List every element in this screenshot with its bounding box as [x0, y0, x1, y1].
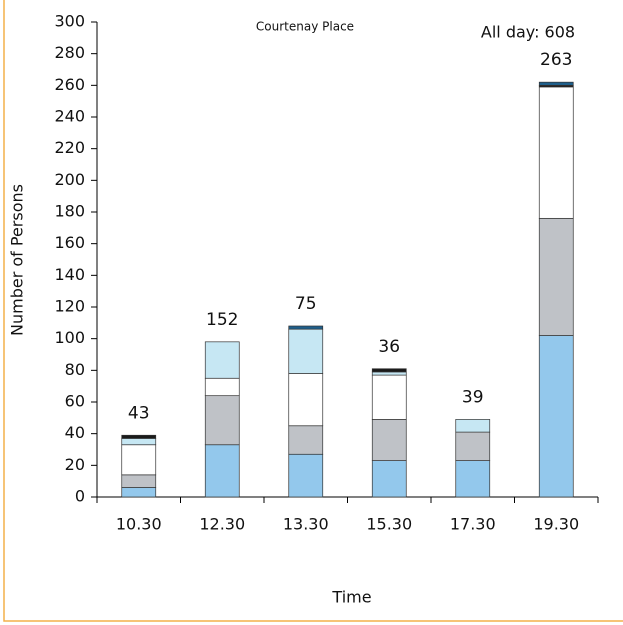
- bar-segment: [204, 341, 240, 379]
- bar-segment: [288, 328, 324, 374]
- bar-segment: [204, 444, 240, 498]
- bar-segment: [455, 431, 491, 461]
- y-tick-label: 0: [75, 487, 85, 506]
- y-tick-label: 200: [54, 170, 85, 189]
- bar-segment: [371, 371, 407, 376]
- y-tick-label: 20: [65, 455, 85, 474]
- x-tick-label: 10.30: [116, 515, 162, 534]
- y-axis-label: Number of Persons: [8, 184, 27, 336]
- bar-segment: [538, 217, 574, 336]
- x-tick-label: 19.30: [533, 515, 579, 534]
- x-tick-label: 13.30: [283, 515, 329, 534]
- bar-segment: [538, 86, 574, 219]
- x-tick-label: 15.30: [366, 515, 412, 534]
- y-tick-label: 240: [54, 107, 85, 126]
- frame: [3, 0, 623, 622]
- bar-segment: [121, 474, 157, 488]
- y-tick-label: 160: [54, 233, 85, 252]
- bar-segment: [121, 438, 157, 446]
- bar-label: 75: [295, 294, 317, 314]
- y-tick-label: 100: [54, 328, 85, 347]
- bar-segment: [538, 335, 574, 498]
- bar-label: 43: [128, 403, 150, 423]
- y-tick-label: 80: [65, 360, 85, 379]
- bar-segment: [121, 487, 157, 498]
- y-tick-label: 40: [65, 423, 85, 442]
- bar-segment: [204, 395, 240, 446]
- y-tick-label: 300: [54, 12, 85, 31]
- bar-label: 36: [378, 337, 400, 357]
- bar-segment: [371, 374, 407, 420]
- bar-segment: [288, 373, 324, 427]
- bar-segment: [121, 444, 157, 476]
- bar-label: 39: [462, 387, 484, 407]
- x-axis-label: Time: [331, 588, 371, 607]
- bar-segment: [455, 460, 491, 498]
- bar-segment: [288, 425, 324, 455]
- annotation: All day: 608: [481, 23, 575, 42]
- bar-segment: [204, 377, 240, 397]
- bar-segment: [288, 325, 324, 330]
- x-tick-label: 17.30: [450, 515, 496, 534]
- y-tick-label: 180: [54, 202, 85, 221]
- chart-title: Courtenay Place: [256, 20, 354, 34]
- bar-segment: [371, 460, 407, 498]
- bar-label: 152: [206, 310, 238, 330]
- bar-label: 263: [540, 50, 572, 70]
- bar-segment: [538, 81, 574, 86]
- bar-segment: [455, 419, 491, 433]
- y-tick-label: 120: [54, 297, 85, 316]
- y-tick-label: 60: [65, 392, 85, 411]
- y-tick-label: 280: [54, 43, 85, 62]
- y-tick-label: 220: [54, 138, 85, 157]
- y-tick-label: 260: [54, 75, 85, 94]
- bar-segment: [121, 434, 157, 439]
- x-tick-label: 12.30: [199, 515, 245, 534]
- y-tick-label: 140: [54, 265, 85, 284]
- bar-segment: [288, 453, 324, 498]
- bar-segment: [371, 368, 407, 373]
- bar-segment: [371, 419, 407, 461]
